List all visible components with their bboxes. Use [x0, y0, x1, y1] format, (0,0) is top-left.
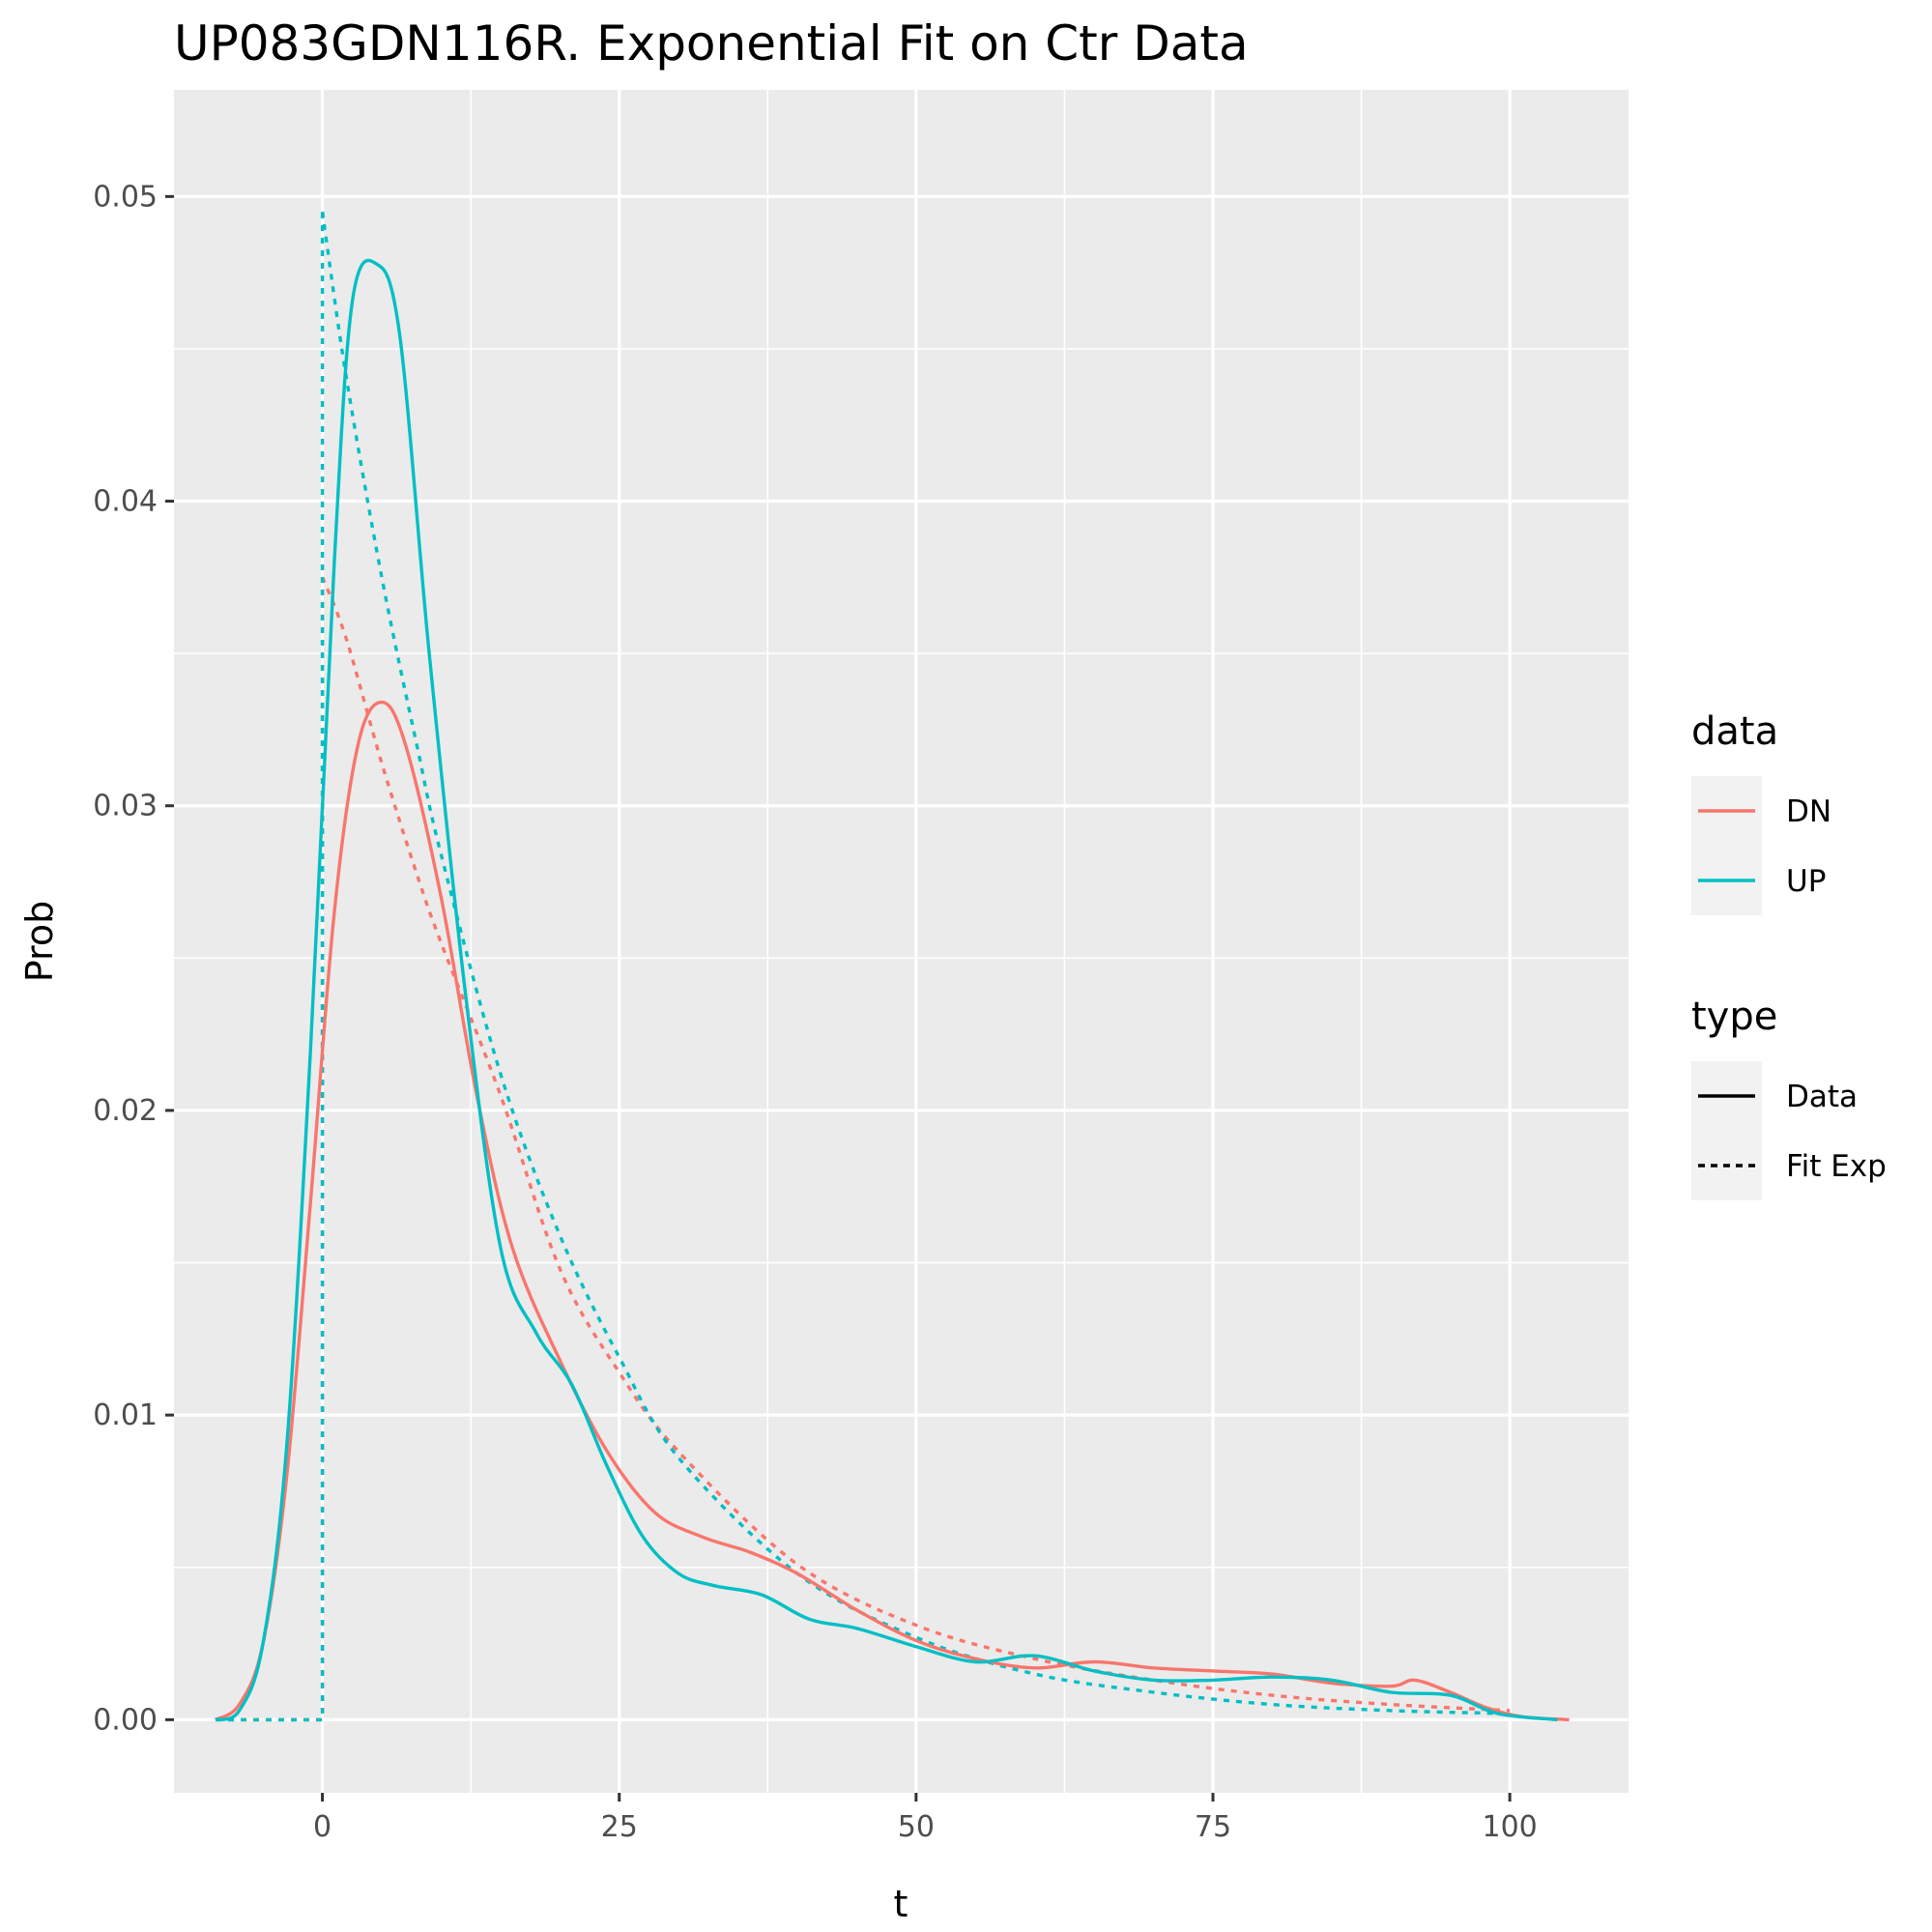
- x-tick-label: 100: [1483, 1810, 1538, 1844]
- legend-label: UP: [1786, 864, 1826, 899]
- x-axis-title: t: [894, 1883, 908, 1925]
- legend-key-background: [1691, 776, 1762, 915]
- series-layer: [215, 211, 1570, 1722]
- chart-title: UP083GDN116R. Exponential Fit on Ctr Dat…: [174, 15, 1249, 72]
- x-tick-label: 50: [898, 1810, 935, 1844]
- legend: data DN UP type Data Fit Exp: [1691, 709, 1887, 1200]
- plot-panel: [174, 90, 1629, 1793]
- x-tick-label: 75: [1195, 1810, 1231, 1844]
- y-tick-label: 0.02: [93, 1094, 158, 1128]
- y-tick-label: 0.04: [93, 485, 158, 519]
- x-axis: 0 25 50 75 100: [313, 1793, 1538, 1844]
- y-axis-title: Prob: [18, 901, 61, 982]
- legend-key-background: [1691, 1061, 1762, 1200]
- y-tick-label: 0.05: [93, 180, 158, 214]
- legend-label: DN: [1786, 794, 1831, 829]
- legend-title-data: data: [1691, 709, 1778, 754]
- legend-label: Fit Exp: [1786, 1149, 1887, 1184]
- y-tick-label: 0.03: [93, 790, 158, 823]
- legend-label: Data: [1786, 1080, 1858, 1114]
- series-line-up-data: [215, 258, 1558, 1722]
- y-tick-label: 0.00: [93, 1703, 158, 1737]
- series-line-up-fit-exp: [320, 211, 1511, 1716]
- legend-title-type: type: [1691, 995, 1777, 1039]
- y-axis: 0.00 0.01 0.02 0.03 0.04 0.05: [93, 180, 174, 1737]
- y-tick-label: 0.01: [93, 1399, 158, 1432]
- grid-minor: [174, 90, 1629, 1793]
- x-tick-label: 0: [313, 1810, 332, 1844]
- series-line-dn-data: [215, 700, 1570, 1722]
- x-tick-label: 25: [601, 1810, 638, 1844]
